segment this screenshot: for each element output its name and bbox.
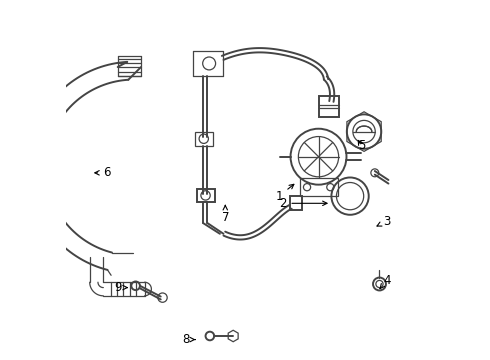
- Text: 1: 1: [275, 184, 294, 203]
- Text: 3: 3: [377, 215, 391, 228]
- Text: 7: 7: [221, 205, 229, 224]
- Text: 4: 4: [380, 274, 391, 289]
- Text: 8: 8: [182, 333, 195, 346]
- Text: 2: 2: [279, 197, 327, 210]
- Text: 9: 9: [114, 281, 127, 294]
- Text: 6: 6: [95, 166, 111, 179]
- Text: 5: 5: [358, 139, 365, 152]
